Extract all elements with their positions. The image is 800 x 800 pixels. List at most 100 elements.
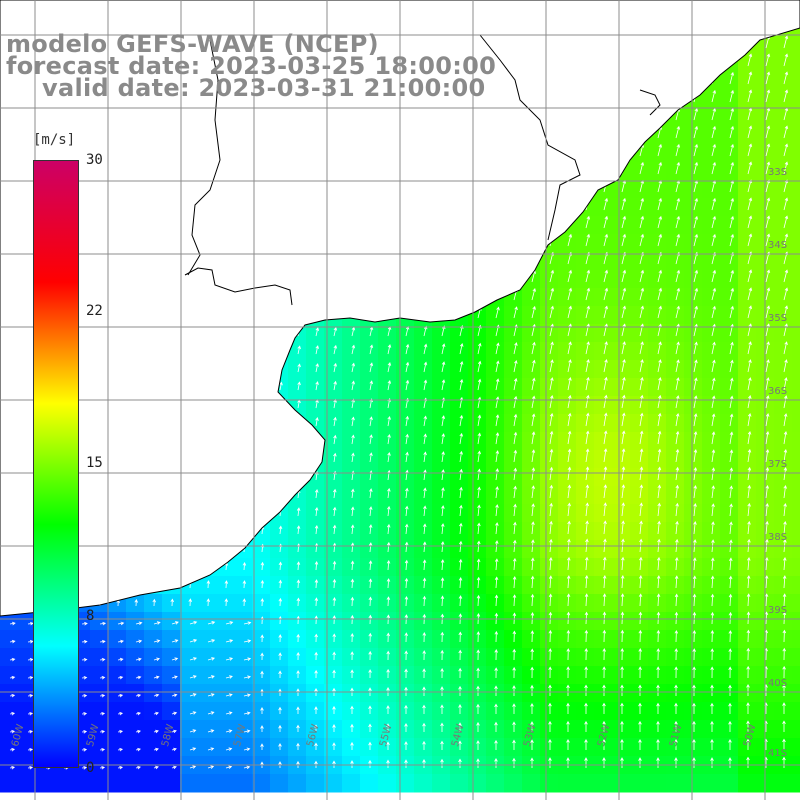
field-cell xyxy=(576,576,595,595)
wind-arrow xyxy=(746,647,751,661)
field-cell xyxy=(612,432,631,451)
wind-arrow xyxy=(620,629,625,643)
field-cell xyxy=(540,540,559,559)
field-cell xyxy=(720,72,739,91)
wind-arrow xyxy=(171,657,179,661)
field-cell xyxy=(216,648,235,667)
wind-arrow xyxy=(765,359,770,373)
field-cell xyxy=(648,558,667,577)
wind-arrow xyxy=(494,685,498,697)
field-cell xyxy=(324,360,343,379)
field-cell xyxy=(720,648,739,667)
wind-arrow xyxy=(675,430,680,445)
field-cell xyxy=(306,360,325,379)
field-cell xyxy=(792,90,800,109)
wind-arrow xyxy=(692,757,696,768)
wind-arrow xyxy=(99,747,106,752)
wind-arrow xyxy=(350,669,354,679)
field-cell xyxy=(666,180,685,199)
wind-arrow xyxy=(711,503,715,517)
wind-arrow xyxy=(243,747,251,752)
field-cell xyxy=(738,414,757,433)
river-coastline xyxy=(184,34,661,306)
field-cell xyxy=(576,216,595,235)
wind-arrow xyxy=(602,574,607,589)
wind-arrow xyxy=(369,452,373,463)
field-cell xyxy=(450,378,469,397)
wind-arrow xyxy=(567,394,572,409)
field-cell xyxy=(720,684,739,703)
wind-arrow xyxy=(747,197,753,211)
field-cell xyxy=(414,612,433,631)
field-cell xyxy=(558,306,577,325)
wind-arrow xyxy=(729,413,734,427)
wind-arrow xyxy=(224,580,229,589)
wind-arrow xyxy=(171,729,177,734)
wind-arrow xyxy=(728,684,732,697)
wind-arrow xyxy=(405,487,409,499)
wind-arrow xyxy=(585,448,590,463)
wind-arrow xyxy=(315,327,320,337)
wind-arrow xyxy=(782,629,787,643)
wind-arrow xyxy=(584,575,589,589)
wind-arrow xyxy=(189,621,198,625)
field-cell xyxy=(486,630,505,649)
wind-arrow xyxy=(422,759,426,768)
wind-arrow xyxy=(332,705,336,714)
colorbar xyxy=(33,160,79,768)
wind-arrow xyxy=(782,756,786,768)
field-cell xyxy=(324,504,343,523)
wind-arrow xyxy=(548,684,552,697)
wind-arrow xyxy=(495,450,500,463)
field-cell xyxy=(540,504,559,523)
wind-arrow xyxy=(494,576,499,589)
wind-arrow xyxy=(747,269,753,283)
field-cell xyxy=(576,342,595,361)
wind-arrow xyxy=(729,449,734,463)
field-cell xyxy=(432,612,451,631)
field-cell xyxy=(486,378,505,397)
field-cell xyxy=(324,540,343,559)
field-cell xyxy=(630,504,649,523)
wind-arrow xyxy=(783,125,789,139)
field-cell xyxy=(324,648,343,667)
field-cell xyxy=(504,450,523,469)
field-cell xyxy=(540,522,559,541)
wind-arrow xyxy=(548,593,553,607)
field-cell xyxy=(360,720,379,739)
field-cell xyxy=(774,558,793,577)
wind-arrow xyxy=(620,702,624,714)
wind-arrow xyxy=(746,665,750,679)
wind-arrow xyxy=(765,233,771,247)
field-cell xyxy=(540,252,559,271)
field-cell xyxy=(414,738,433,757)
wind-arrow xyxy=(692,684,696,697)
field-cell xyxy=(792,486,800,505)
wind-arrow xyxy=(783,413,788,427)
field-cell xyxy=(540,450,559,469)
wind-arrow xyxy=(621,269,627,283)
wind-arrow xyxy=(549,341,554,355)
wind-arrow xyxy=(567,412,572,427)
field-cell xyxy=(594,288,613,307)
wind-arrow xyxy=(441,487,445,499)
wind-arrow xyxy=(351,434,355,445)
wind-arrow xyxy=(693,431,698,445)
field-cell xyxy=(468,540,487,559)
wind-arrow xyxy=(674,702,678,714)
wind-arrow xyxy=(9,675,16,680)
field-cell xyxy=(612,288,631,307)
wind-arrow xyxy=(530,648,534,661)
field-cell xyxy=(612,342,631,361)
field-cell xyxy=(288,666,307,685)
field-cell xyxy=(702,288,721,307)
field-cell xyxy=(414,414,433,433)
wind-arrow xyxy=(711,431,716,445)
field-cell xyxy=(414,648,433,667)
wind-arrow xyxy=(278,742,282,750)
field-cell xyxy=(306,666,325,685)
wind-arrow xyxy=(674,684,678,697)
field-cell xyxy=(576,270,595,289)
wind-arrow xyxy=(495,378,500,391)
field-cell xyxy=(558,630,577,649)
